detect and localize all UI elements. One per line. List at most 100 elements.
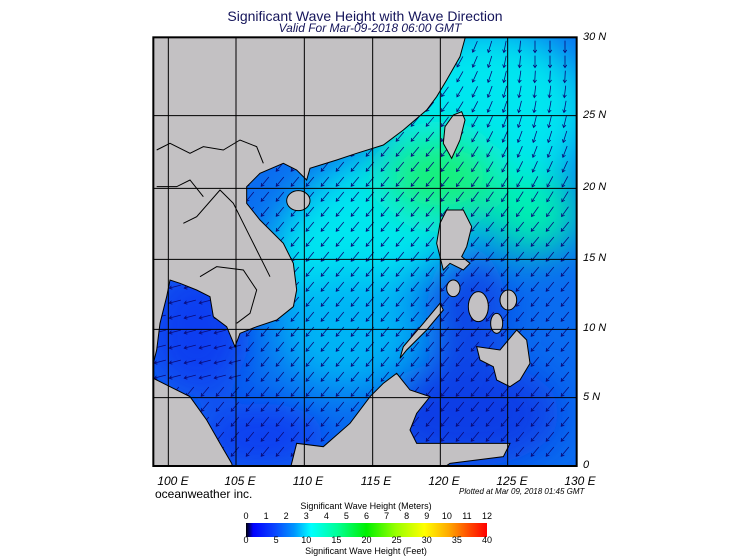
wave-arrow: [516, 115, 523, 129]
wave-arrow: [395, 161, 405, 172]
wave-arrow: [456, 86, 464, 98]
lon-label: 125 E: [496, 474, 528, 488]
wave-arrow: [320, 431, 330, 442]
wave-arrow: [245, 386, 255, 397]
colorbar-meters-tick: 1: [263, 511, 269, 521]
wave-arrow: [530, 296, 540, 307]
wave-arrow: [502, 85, 508, 99]
wave-arrow: [530, 311, 540, 322]
wave-arrow: [545, 431, 555, 442]
wave-arrow: [215, 401, 225, 412]
wave-arrow: [470, 401, 480, 412]
wave-arrow: [455, 311, 465, 322]
wave-arrow: [530, 281, 540, 292]
wave-arrow: [260, 401, 270, 412]
colorbar-feet-tick: 20: [361, 535, 372, 545]
land-mainland-asia: [153, 37, 466, 364]
wave-arrow: [485, 236, 495, 247]
land-hainan: [286, 190, 311, 212]
wave-arrow: [560, 296, 570, 307]
wave-arrow: [515, 281, 525, 292]
wave-arrow: [380, 266, 390, 277]
wave-arrow: [305, 281, 315, 292]
wave-arrow: [530, 401, 540, 412]
wave-arrow: [183, 314, 196, 320]
wave-arrow: [560, 326, 570, 337]
wave-arrow: [380, 326, 390, 337]
wave-arrow: [440, 416, 450, 427]
wave-arrow: [561, 206, 569, 218]
wave-arrow: [275, 416, 285, 427]
wave-arrow: [245, 371, 255, 382]
wave-arrow: [395, 206, 405, 217]
wave-arrow: [395, 356, 405, 367]
land-malay-peninsula: [153, 377, 233, 466]
wave-arrow: [515, 266, 525, 277]
wave-arrow: [501, 161, 509, 173]
wave-arrow: [395, 281, 405, 292]
wave-arrow: [410, 176, 420, 187]
colorbar-feet-tick: 5: [273, 535, 279, 545]
wave-arrow: [425, 116, 435, 127]
wave-arrow: [395, 341, 405, 352]
wave-arrow: [183, 374, 196, 380]
lat-label: 15 N: [583, 252, 607, 264]
wave-arrow: [560, 356, 570, 367]
wave-arrow: [470, 371, 480, 382]
wave-arrow: [320, 206, 330, 217]
wave-arrow: [532, 55, 538, 69]
wave-arrow: [335, 296, 345, 307]
colorbar-feet-tick: 15: [331, 535, 342, 545]
wave-arrow: [290, 341, 300, 352]
wave-arrow: [440, 341, 450, 352]
wave-arrow: [410, 236, 420, 247]
wave-arrow: [471, 191, 479, 203]
wave-arrow: [305, 401, 315, 412]
wave-arrow: [515, 221, 525, 232]
wave-arrow: [560, 311, 570, 322]
colorbar-meters-tick: 7: [384, 511, 390, 521]
wave-arrow: [516, 130, 523, 143]
land-luzon: [436, 209, 473, 271]
wave-arrow: [320, 341, 330, 352]
chart-title: Significant Wave Height with Wave Direct…: [227, 8, 503, 24]
colorbar-feet-title: Significant Wave Height (Feet): [305, 546, 427, 556]
wave-arrow: [485, 281, 495, 292]
wave-arrow: [305, 311, 315, 322]
wave-arrow: [410, 371, 420, 382]
wave-arrow: [485, 416, 495, 427]
wave-arrow: [290, 416, 300, 427]
colorbar-meters-tick: 5: [343, 511, 349, 521]
wave-arrow: [260, 416, 270, 427]
wave-arrow: [547, 55, 553, 69]
wave-arrow: [441, 101, 449, 113]
colorbar-meters-title: Significant Wave Height (Meters): [300, 501, 432, 511]
wave-arrow: [562, 40, 568, 54]
land-samar: [499, 289, 518, 311]
wave-arrow: [515, 386, 525, 397]
land-leyte: [490, 312, 504, 334]
wave-arrow: [320, 356, 330, 367]
wave-arrow: [168, 329, 181, 335]
wave-arrow: [198, 299, 211, 305]
wave-arrow: [425, 326, 435, 337]
wave-arrow: [440, 386, 450, 397]
wave-arrow: [546, 161, 553, 173]
wave-arrow: [183, 359, 196, 365]
wave-arrow: [562, 85, 567, 99]
colorbar-meters-tick: 0: [243, 511, 249, 521]
wave-arrow: [245, 431, 255, 442]
wave-arrow: [168, 344, 181, 350]
wave-arrow: [440, 191, 450, 202]
wave-arrow: [275, 356, 285, 367]
wave-arrow: [260, 431, 270, 442]
wave-arrow: [516, 191, 524, 203]
wave-arrow: [350, 236, 360, 247]
wave-arrow: [560, 431, 570, 442]
wave-arrow: [515, 446, 525, 457]
wave-arrow: [470, 266, 480, 277]
wave-arrow: [471, 101, 479, 113]
wave-map: [152, 36, 578, 467]
wave-arrow: [440, 431, 450, 442]
wave-arrow: [290, 356, 300, 367]
